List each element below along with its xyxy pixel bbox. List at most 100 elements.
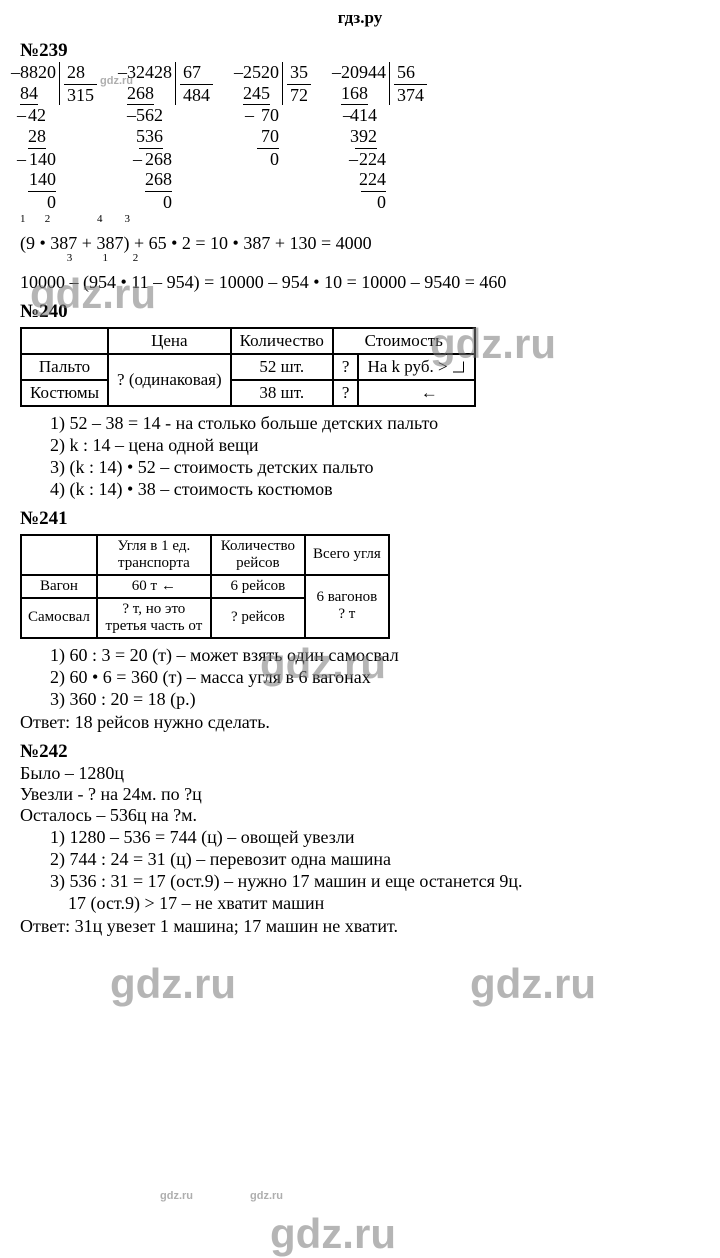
longdiv-1: –8820 84 –42 28 –140 140 0 28 315 [20, 62, 97, 213]
divisor-4: 56 [394, 62, 427, 85]
ld2-l5: 0 [127, 192, 172, 213]
p242-l1: Было – 1280ц [20, 763, 700, 784]
expr2-order: 3 1 2 [20, 252, 700, 264]
t241-r2c1: Самосвал [21, 598, 97, 638]
t240-h4: Стоимость [333, 328, 475, 354]
dividend-1: 8820 [20, 62, 56, 82]
watermark-small: gdz.ru [160, 1190, 193, 1202]
ld3-l1: 70 [261, 105, 279, 125]
t240-merged: ? (одинаковая) [108, 354, 231, 406]
t241-r1c1: Вагон [21, 575, 97, 598]
ld4-l4: 224 [341, 169, 386, 190]
s241-1: 1) 60 : 3 = 20 (т) – может взять один са… [50, 645, 700, 666]
expr-239-2: 3 1 2 10000 – (954 • 11 – 954) = 10000 –… [20, 260, 700, 293]
ld1-l3: 140 [29, 149, 56, 169]
watermark: gdz.ru [270, 1210, 396, 1258]
s240-1: 1) 52 – 38 = 14 - на столько больше детс… [50, 413, 700, 434]
steps-240: 1) 52 – 38 = 14 - на столько больше детс… [50, 413, 700, 500]
dividend-2: 32428 [127, 62, 172, 82]
t241-h4: Всего угля [305, 535, 389, 575]
ld4-l0: 168 [341, 83, 386, 104]
t240-r1c1: Пальто [21, 354, 108, 380]
divisor-2: 67 [180, 62, 213, 85]
ld1-l1: 42 [28, 105, 46, 125]
t241-h3: Количество рейсов [211, 535, 305, 575]
t241-h2: Угля в 1 ед. транспорта [97, 535, 211, 575]
t240-r2c3: 38 шт. [231, 380, 333, 406]
ld2-l4: 268 [127, 169, 172, 190]
expr1-order: 1 2 4 3 [20, 213, 700, 225]
ld4-l3: 224 [359, 149, 386, 169]
t240-h3: Количество [231, 328, 333, 354]
problem-241-number: №241 [20, 508, 700, 530]
ans-241: Ответ: 18 рейсов нужно сделать. [20, 712, 700, 733]
page-content: №239 –8820 84 –42 28 –140 140 0 28 [0, 40, 720, 957]
ld3-l3: 0 [243, 149, 279, 170]
steps-242: 1) 1280 – 536 = 744 (ц) – овощей увезли … [50, 827, 700, 914]
quotient-3: 72 [287, 85, 311, 106]
ans-242: Ответ: 31ц увезет 1 машина; 17 машин не … [20, 916, 700, 937]
quotient-1: 315 [64, 85, 97, 106]
dividend-4: 20944 [341, 62, 386, 82]
t240-r2c4: ? [333, 380, 359, 406]
site-header: гдз.ру [0, 0, 720, 32]
longdiv-2: –32428 268 –562 536 –268 268 0 67 484 [127, 62, 213, 213]
expr2-text: 10000 – (954 • 11 – 954) = 10000 – 954 •… [20, 272, 700, 293]
divisor-1: 28 [64, 62, 97, 85]
ld1-l2: 28 [20, 126, 56, 147]
problem-240-number: №240 [20, 301, 700, 323]
ld2-l0: 268 [127, 83, 172, 104]
table-241: Угля в 1 ед. транспорта Количество рейсо… [20, 534, 390, 639]
quotient-4: 374 [394, 85, 427, 106]
s242-3: 3) 536 : 31 = 17 (ост.9) – нужно 17 маши… [50, 871, 700, 892]
t240-r1c5: На k руб. > [358, 354, 474, 380]
dividend-3: 2520 [243, 62, 279, 82]
t240-r2c5: ← [358, 380, 474, 406]
t240-r1c4: ? [333, 354, 359, 380]
s240-2: 2) k : 14 – цена одной вещи [50, 435, 700, 456]
ld4-l5: 0 [341, 192, 386, 213]
t241-h1 [21, 535, 97, 575]
p242-l3: Осталось – 536ц на ?м. [20, 805, 700, 826]
ld2-l2: 536 [127, 126, 172, 147]
s242-4: 17 (ост.9) > 17 – не хватит машин [50, 893, 700, 914]
problem-242-number: №242 [20, 741, 700, 763]
table-240: Цена Количество Стоимость Пальто ? (один… [20, 327, 476, 407]
t241-r2c3: ? рейсов [211, 598, 305, 638]
ld1-l4: 140 [20, 169, 56, 190]
longdiv-3: –2520 245 –70 70 0 35 72 [243, 62, 311, 213]
t240-h2: Цена [108, 328, 231, 354]
ld1-l5: 0 [20, 192, 56, 213]
long-division-row: –8820 84 –42 28 –140 140 0 28 315 [20, 62, 700, 213]
longdiv-4: –20944 168 –414 392 –224 224 0 56 374 [341, 62, 427, 213]
t240-arrow: На k руб. > [367, 357, 465, 377]
t241-r1c2-arrow: 60 т [132, 578, 176, 595]
t240-h1 [21, 328, 108, 354]
t241-r2c2: ? т, но это третья часть от [97, 598, 211, 638]
s240-4: 4) (k : 14) • 38 – стоимость костюмов [50, 479, 700, 500]
s241-3: 3) 360 : 20 = 18 (р.) [50, 689, 700, 710]
s241-2: 2) 60 • 6 = 360 (т) – масса угля в 6 ваг… [50, 667, 700, 688]
expr-239-1: 1 2 4 3 (9 • 387 + 387) + 65 • 2 = 10 • … [20, 221, 700, 254]
t241-r1c2: 60 т [97, 575, 211, 598]
t240-r2c1: Костюмы [21, 380, 108, 406]
problem-239-number: №239 [20, 40, 700, 62]
t240-r1c3: 52 шт. [231, 354, 333, 380]
p242-l2: Увезли - ? на 24м. по ?ц [20, 784, 700, 805]
expr1-text: (9 • 387 + 387) + 65 • 2 = 10 • 387 + 13… [20, 233, 700, 254]
watermark: gdz.ru [470, 960, 596, 1008]
ld2-l3: 268 [145, 149, 172, 169]
ld1-l0: 84 [20, 83, 56, 104]
ld4-l1: 414 [350, 105, 377, 125]
t241-r1c3: 6 рейсов [211, 575, 305, 598]
s242-2: 2) 744 : 24 = 31 (ц) – перевозит одна ма… [50, 849, 700, 870]
t241-merged: 6 вагонов ? т [305, 575, 389, 638]
divisor-3: 35 [287, 62, 311, 85]
s242-1: 1) 1280 – 536 = 744 (ц) – овощей увезли [50, 827, 700, 848]
ld4-l2: 392 [341, 126, 386, 147]
watermark-small: gdz.ru [250, 1190, 283, 1202]
quotient-2: 484 [180, 85, 213, 106]
s240-3: 3) (k : 14) • 52 – стоимость детских пал… [50, 457, 700, 478]
steps-241: 1) 60 : 3 = 20 (т) – может взять один са… [50, 645, 700, 710]
ld3-l2: 70 [243, 126, 279, 147]
